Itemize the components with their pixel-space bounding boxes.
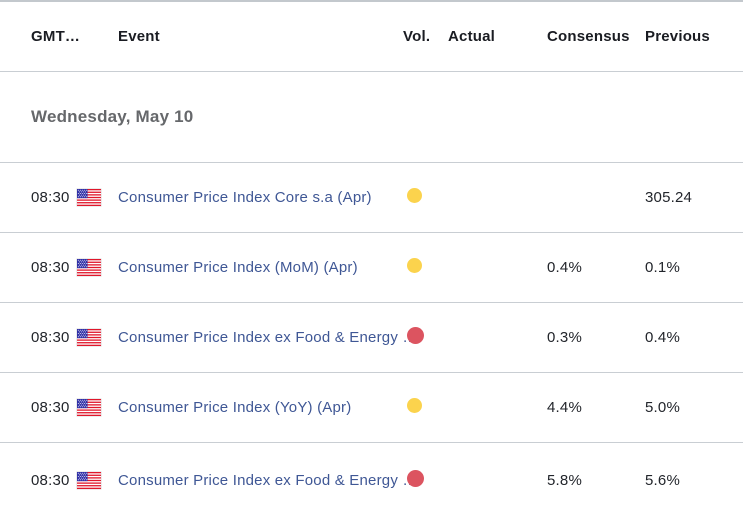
volatility-cell	[403, 398, 448, 417]
gmt-cell: 08:30	[31, 189, 118, 206]
event-name[interactable]: Consumer Price Index Core s.a (Apr)	[118, 189, 372, 206]
event-time: 08:30	[31, 329, 70, 346]
volatility-dot-icon	[407, 327, 424, 344]
volatility-dot-icon	[407, 258, 422, 273]
event-name[interactable]: Consumer Price Index ex Food & Energy …	[118, 472, 418, 489]
gmt-cell: 08:30	[31, 329, 118, 346]
column-header-event: Event	[118, 28, 160, 45]
consensus-value: 0.4%	[547, 259, 582, 276]
event-row[interactable]: 08:30 Consumer Price Index Core s.a (Apr…	[0, 163, 743, 233]
event-time: 08:30	[31, 189, 70, 206]
column-header-previous: Previous	[645, 28, 710, 45]
us-flag-icon	[76, 259, 101, 276]
us-flag-icon	[76, 329, 101, 346]
event-name[interactable]: Consumer Price Index ex Food & Energy …	[118, 329, 418, 346]
previous-value: 0.4%	[645, 329, 680, 346]
consensus-value: 5.8%	[547, 472, 582, 489]
event-time: 08:30	[31, 259, 70, 276]
previous-value: 5.0%	[645, 399, 680, 416]
gmt-cell: 08:30	[31, 259, 118, 276]
event-row[interactable]: 08:30 Consumer Price Index (YoY) (Apr) 4…	[0, 373, 743, 443]
us-flag-icon	[76, 399, 101, 416]
us-flag-icon	[76, 189, 101, 206]
consensus-value: 0.3%	[547, 329, 582, 346]
volatility-cell	[403, 470, 448, 491]
event-name[interactable]: Consumer Price Index (YoY) (Apr)	[118, 399, 352, 416]
column-header-actual: Actual	[448, 28, 496, 45]
volatility-cell	[403, 258, 448, 277]
gmt-cell: 08:30	[31, 399, 118, 416]
event-time: 08:30	[31, 472, 70, 489]
date-header-row: Wednesday, May 10	[0, 72, 743, 163]
event-row[interactable]: 08:30 Consumer Price Index ex Food & Ene…	[0, 303, 743, 373]
consensus-value: 4.4%	[547, 399, 582, 416]
previous-value: 5.6%	[645, 472, 680, 489]
event-row[interactable]: 08:30 Consumer Price Index (MoM) (Apr) 0…	[0, 233, 743, 303]
event-name[interactable]: Consumer Price Index (MoM) (Apr)	[118, 259, 358, 276]
us-flag-icon	[76, 472, 101, 489]
column-header-gmt[interactable]: GMT…	[31, 28, 81, 45]
volatility-dot-icon	[407, 398, 422, 413]
event-row[interactable]: 08:30 Consumer Price Index ex Food & Ene…	[0, 443, 743, 518]
previous-value: 305.24	[645, 189, 693, 206]
previous-value: 0.1%	[645, 259, 680, 276]
volatility-cell	[403, 188, 448, 207]
column-header-consensus: Consensus	[547, 28, 630, 45]
gmt-cell: 08:30	[31, 472, 118, 489]
column-header-vol: Vol.	[403, 28, 431, 45]
volatility-cell	[403, 327, 448, 348]
table-header-row: GMT… Event Vol. Actual Consensus Previou…	[0, 2, 743, 72]
volatility-dot-icon	[407, 188, 422, 203]
date-header-label: Wednesday, May 10	[31, 107, 194, 126]
volatility-dot-icon	[407, 470, 424, 487]
event-time: 08:30	[31, 399, 70, 416]
